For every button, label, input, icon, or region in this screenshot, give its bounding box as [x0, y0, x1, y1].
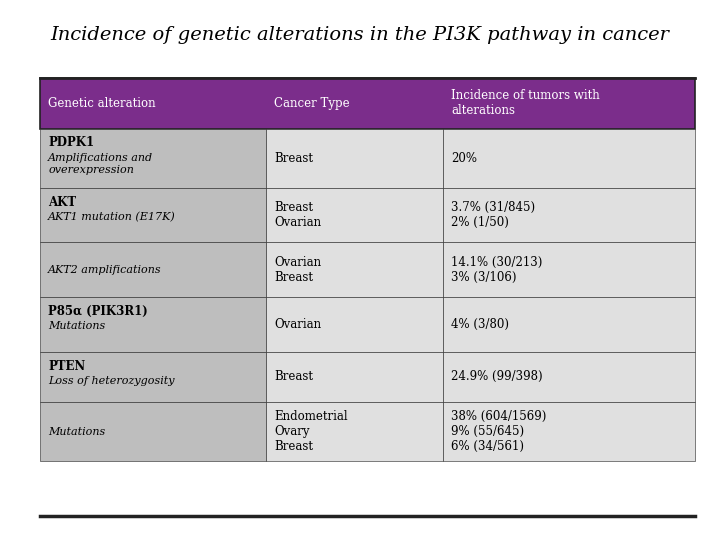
- Text: Cancer Type: Cancer Type: [274, 97, 350, 110]
- Bar: [40, 352, 266, 402]
- Text: Endometrial
Ovary
Breast: Endometrial Ovary Breast: [274, 410, 348, 453]
- Bar: [40, 78, 695, 129]
- Bar: [266, 187, 443, 242]
- Bar: [40, 402, 266, 461]
- Text: 4% (3/80): 4% (3/80): [451, 318, 509, 331]
- Text: Breast: Breast: [274, 370, 313, 383]
- Text: Incidence of tumors with
alterations: Incidence of tumors with alterations: [451, 90, 600, 118]
- Text: Incidence of genetic alterations in the PI3K pathway in cancer: Incidence of genetic alterations in the …: [50, 26, 670, 44]
- Text: AKT: AKT: [48, 195, 76, 208]
- Bar: [266, 297, 443, 352]
- Text: Amplifications and
overexpression: Amplifications and overexpression: [48, 153, 153, 175]
- Text: PTEN: PTEN: [48, 360, 86, 373]
- Text: 3.7% (31/845)
2% (1/50): 3.7% (31/845) 2% (1/50): [451, 201, 535, 229]
- Text: AKT2 amplifications: AKT2 amplifications: [48, 265, 162, 275]
- Text: PDPK1: PDPK1: [48, 137, 94, 150]
- Text: Genetic alteration: Genetic alteration: [48, 97, 156, 110]
- Text: Ovarian
Breast: Ovarian Breast: [274, 255, 321, 284]
- Bar: [266, 242, 443, 297]
- Text: Breast: Breast: [274, 152, 313, 165]
- Text: AKT1 mutation (E17K): AKT1 mutation (E17K): [48, 212, 176, 222]
- Bar: [443, 402, 695, 461]
- Text: 20%: 20%: [451, 152, 477, 165]
- Bar: [40, 297, 266, 352]
- Text: 24.9% (99/398): 24.9% (99/398): [451, 370, 543, 383]
- Text: P85α (PIK3R1): P85α (PIK3R1): [48, 305, 148, 318]
- Text: Breast
Ovarian: Breast Ovarian: [274, 201, 321, 229]
- Bar: [266, 352, 443, 402]
- Bar: [266, 129, 443, 187]
- Text: Loss of heterozygosity: Loss of heterozygosity: [48, 376, 175, 386]
- Bar: [443, 352, 695, 402]
- Bar: [443, 297, 695, 352]
- Bar: [40, 129, 266, 187]
- Bar: [40, 242, 266, 297]
- Bar: [443, 129, 695, 187]
- Bar: [40, 187, 266, 242]
- Text: 38% (604/1569)
9% (55/645)
6% (34/561): 38% (604/1569) 9% (55/645) 6% (34/561): [451, 410, 546, 453]
- Bar: [266, 402, 443, 461]
- Text: Ovarian: Ovarian: [274, 318, 321, 331]
- Bar: [443, 187, 695, 242]
- Text: Mutations: Mutations: [48, 321, 106, 332]
- Text: 14.1% (30/213)
3% (3/106): 14.1% (30/213) 3% (3/106): [451, 255, 543, 284]
- Text: Mutations: Mutations: [48, 427, 106, 436]
- Bar: [443, 242, 695, 297]
